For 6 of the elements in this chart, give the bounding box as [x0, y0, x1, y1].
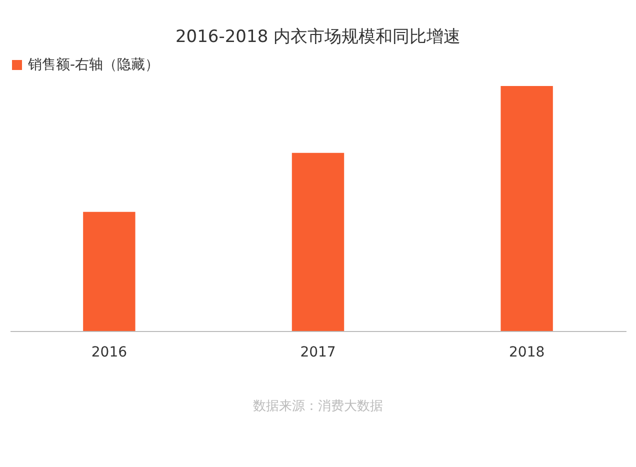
- chart-title: 2016-2018 内衣市场规模和同比增速: [175, 27, 461, 47]
- x-tick-label: 2016: [91, 344, 128, 360]
- x-tick-label: 2018: [508, 344, 545, 360]
- x-tick-label: 2017: [300, 344, 336, 360]
- legend-label: 销售额-右轴（隐藏）: [27, 57, 160, 73]
- source-note: 数据来源：消费大数据: [253, 399, 383, 414]
